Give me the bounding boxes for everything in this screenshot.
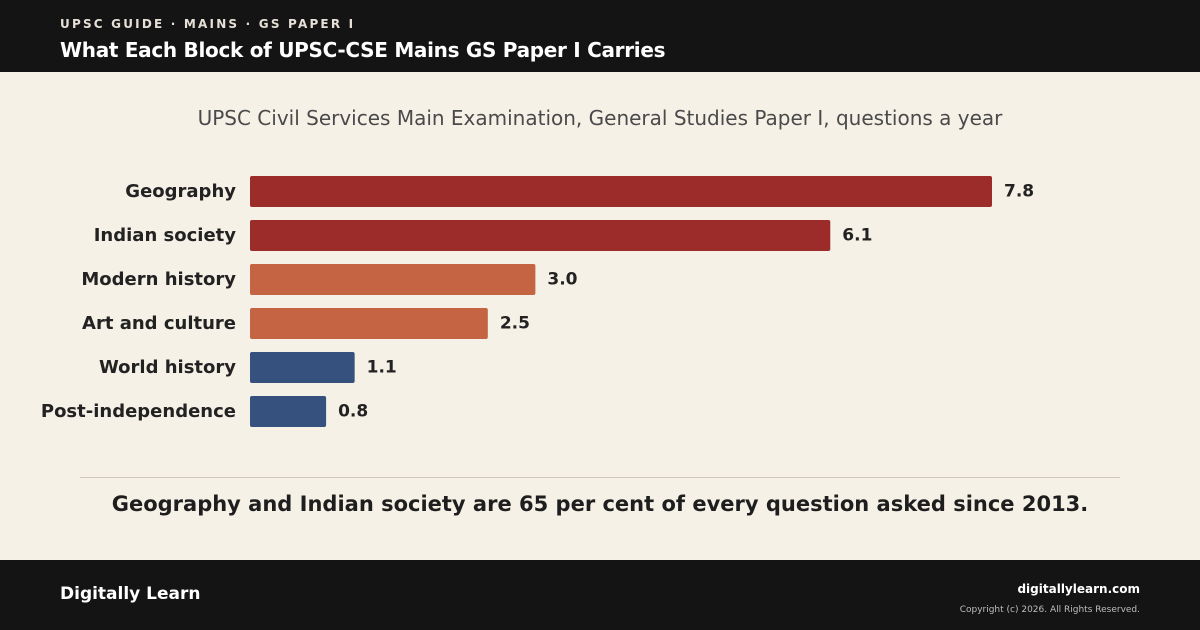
eyebrow-text: UPSC GUIDE · MAINS · GS PAPER I (60, 17, 356, 31)
category-label: Indian society (94, 225, 237, 246)
brand-name: Digitally Learn (60, 584, 201, 604)
bar-3 (250, 308, 488, 339)
value-label: 1.1 (367, 358, 397, 378)
copyright-text: Copyright (c) 2026. All Rights Reserved. (959, 605, 1140, 615)
bar-1 (250, 220, 831, 251)
footer-bar: Digitally Learn digitallylearn.com Copyr… (0, 560, 1200, 630)
bar-chart: Geography 7.8 Indian society 6.1 Modern hist… (41, 176, 1034, 427)
takeaway-text: Geography and Indian society are 65 per … (111, 492, 1089, 516)
site-url[interactable]: digitallylearn.com (1017, 582, 1140, 596)
value-label: 6.1 (842, 226, 872, 246)
category-label: Post-independence (41, 401, 236, 422)
category-label: Art and culture (82, 313, 236, 334)
value-label: 0.8 (338, 402, 368, 422)
category-label: World history (99, 357, 236, 378)
value-label: 3.0 (547, 270, 577, 290)
bar-0 (250, 176, 992, 207)
page-title: What Each Block of UPSC-CSE Mains GS Pap… (60, 38, 666, 62)
header-bar: UPSC GUIDE · MAINS · GS PAPER I What Eac… (0, 0, 1200, 72)
bar-2 (250, 264, 536, 295)
bar-4 (250, 352, 355, 383)
chart-title: UPSC Civil Services Main Examination, Ge… (197, 106, 1003, 130)
value-label: 2.5 (500, 314, 530, 334)
value-label: 7.8 (1004, 182, 1034, 202)
category-label: Geography (125, 181, 236, 202)
bar-5 (250, 396, 327, 427)
category-label: Modern history (81, 269, 236, 290)
divider (80, 477, 1120, 478)
